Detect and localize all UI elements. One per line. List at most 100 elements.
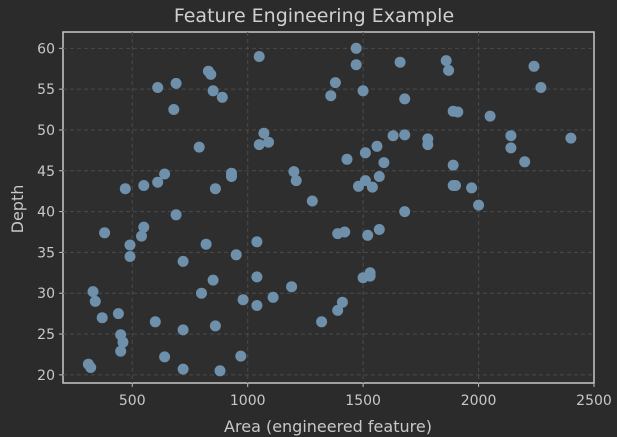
data-point bbox=[251, 236, 263, 248]
data-point bbox=[138, 180, 150, 191]
data-point bbox=[565, 132, 577, 144]
data-point bbox=[214, 365, 226, 377]
data-point bbox=[209, 183, 221, 195]
data-point bbox=[341, 153, 353, 165]
data-point bbox=[359, 147, 371, 159]
x-tick-label: 2500 bbox=[576, 393, 612, 409]
data-point bbox=[422, 139, 434, 151]
data-point bbox=[87, 286, 99, 298]
data-point bbox=[117, 336, 129, 348]
data-point bbox=[394, 56, 406, 68]
data-point bbox=[112, 308, 124, 320]
data-point bbox=[329, 77, 341, 89]
chart-title: Feature Engineering Example bbox=[174, 5, 454, 27]
data-point bbox=[177, 363, 189, 375]
data-point bbox=[267, 291, 279, 303]
plot-area bbox=[62, 31, 595, 384]
x-tick-label: 1000 bbox=[230, 393, 266, 409]
data-point bbox=[484, 110, 496, 122]
y-axis-label: Depth bbox=[8, 185, 27, 234]
data-point bbox=[253, 139, 265, 151]
data-point bbox=[350, 42, 362, 54]
y-tick-label: 55 bbox=[37, 82, 55, 98]
data-point bbox=[200, 238, 212, 250]
data-point bbox=[366, 181, 378, 193]
y-tick-label: 60 bbox=[37, 41, 55, 57]
y-tick-label: 25 bbox=[37, 327, 55, 343]
data-point bbox=[237, 294, 249, 306]
data-point bbox=[505, 130, 517, 142]
data-point bbox=[99, 227, 111, 239]
data-point bbox=[230, 249, 242, 261]
data-point bbox=[251, 271, 263, 283]
y-tick-label: 45 bbox=[37, 164, 55, 180]
data-point bbox=[258, 127, 270, 139]
data-point bbox=[136, 230, 147, 242]
data-point bbox=[332, 228, 344, 240]
data-point bbox=[387, 130, 399, 142]
data-point bbox=[357, 85, 369, 97]
data-point bbox=[168, 104, 180, 115]
data-point bbox=[124, 251, 136, 262]
y-tick-label: 40 bbox=[37, 205, 55, 221]
data-point bbox=[452, 106, 464, 118]
y-tick-label: 30 bbox=[37, 286, 55, 302]
y-tick-label: 35 bbox=[37, 245, 55, 261]
data-point bbox=[177, 324, 189, 336]
y-tick-label: 20 bbox=[37, 368, 55, 384]
data-point bbox=[466, 182, 478, 194]
data-point bbox=[205, 68, 217, 80]
data-point bbox=[336, 296, 348, 308]
data-point bbox=[332, 304, 344, 316]
data-point bbox=[115, 345, 127, 357]
data-point bbox=[159, 351, 171, 363]
data-point bbox=[209, 320, 221, 332]
x-tick-label: 2000 bbox=[461, 393, 497, 409]
data-point bbox=[447, 159, 459, 171]
data-point bbox=[85, 362, 97, 373]
data-point bbox=[96, 312, 108, 324]
data-point bbox=[263, 136, 274, 148]
data-point bbox=[528, 60, 540, 72]
x-axis-label: Area (engineered feature) bbox=[224, 417, 432, 436]
data-point bbox=[152, 82, 164, 93]
data-point bbox=[235, 350, 247, 362]
data-points bbox=[82, 42, 577, 377]
data-point bbox=[371, 140, 383, 152]
data-point bbox=[159, 168, 171, 180]
data-point bbox=[535, 82, 547, 93]
data-point bbox=[306, 195, 318, 207]
data-point bbox=[440, 55, 452, 67]
x-axis-ticks: 500 1000 1500 2000 2500 bbox=[119, 383, 612, 409]
data-point bbox=[290, 175, 302, 187]
x-tick-label: 500 bbox=[119, 393, 146, 409]
data-point bbox=[226, 171, 237, 182]
data-point bbox=[207, 274, 219, 286]
data-point bbox=[443, 64, 455, 76]
data-point bbox=[149, 316, 161, 328]
data-point bbox=[138, 221, 150, 233]
y-axis-ticks: 20 25 30 35 40 45 50 55 60 bbox=[37, 41, 63, 384]
data-point bbox=[473, 199, 485, 211]
data-point bbox=[399, 206, 411, 218]
data-point bbox=[288, 166, 300, 178]
data-point bbox=[505, 142, 517, 154]
data-point bbox=[196, 287, 207, 299]
data-point bbox=[362, 229, 374, 241]
data-point bbox=[119, 183, 131, 195]
data-point bbox=[316, 316, 328, 328]
x-tick-label: 1500 bbox=[345, 393, 381, 409]
data-point bbox=[378, 157, 390, 169]
data-point bbox=[89, 295, 101, 307]
data-point bbox=[253, 51, 265, 62]
data-point bbox=[216, 91, 228, 103]
data-point bbox=[450, 180, 461, 191]
data-point bbox=[207, 85, 219, 97]
data-point bbox=[152, 176, 164, 188]
data-point bbox=[124, 239, 136, 251]
data-point bbox=[193, 141, 205, 153]
data-point bbox=[251, 300, 263, 311]
data-point bbox=[170, 209, 182, 221]
y-tick-label: 50 bbox=[37, 123, 55, 139]
